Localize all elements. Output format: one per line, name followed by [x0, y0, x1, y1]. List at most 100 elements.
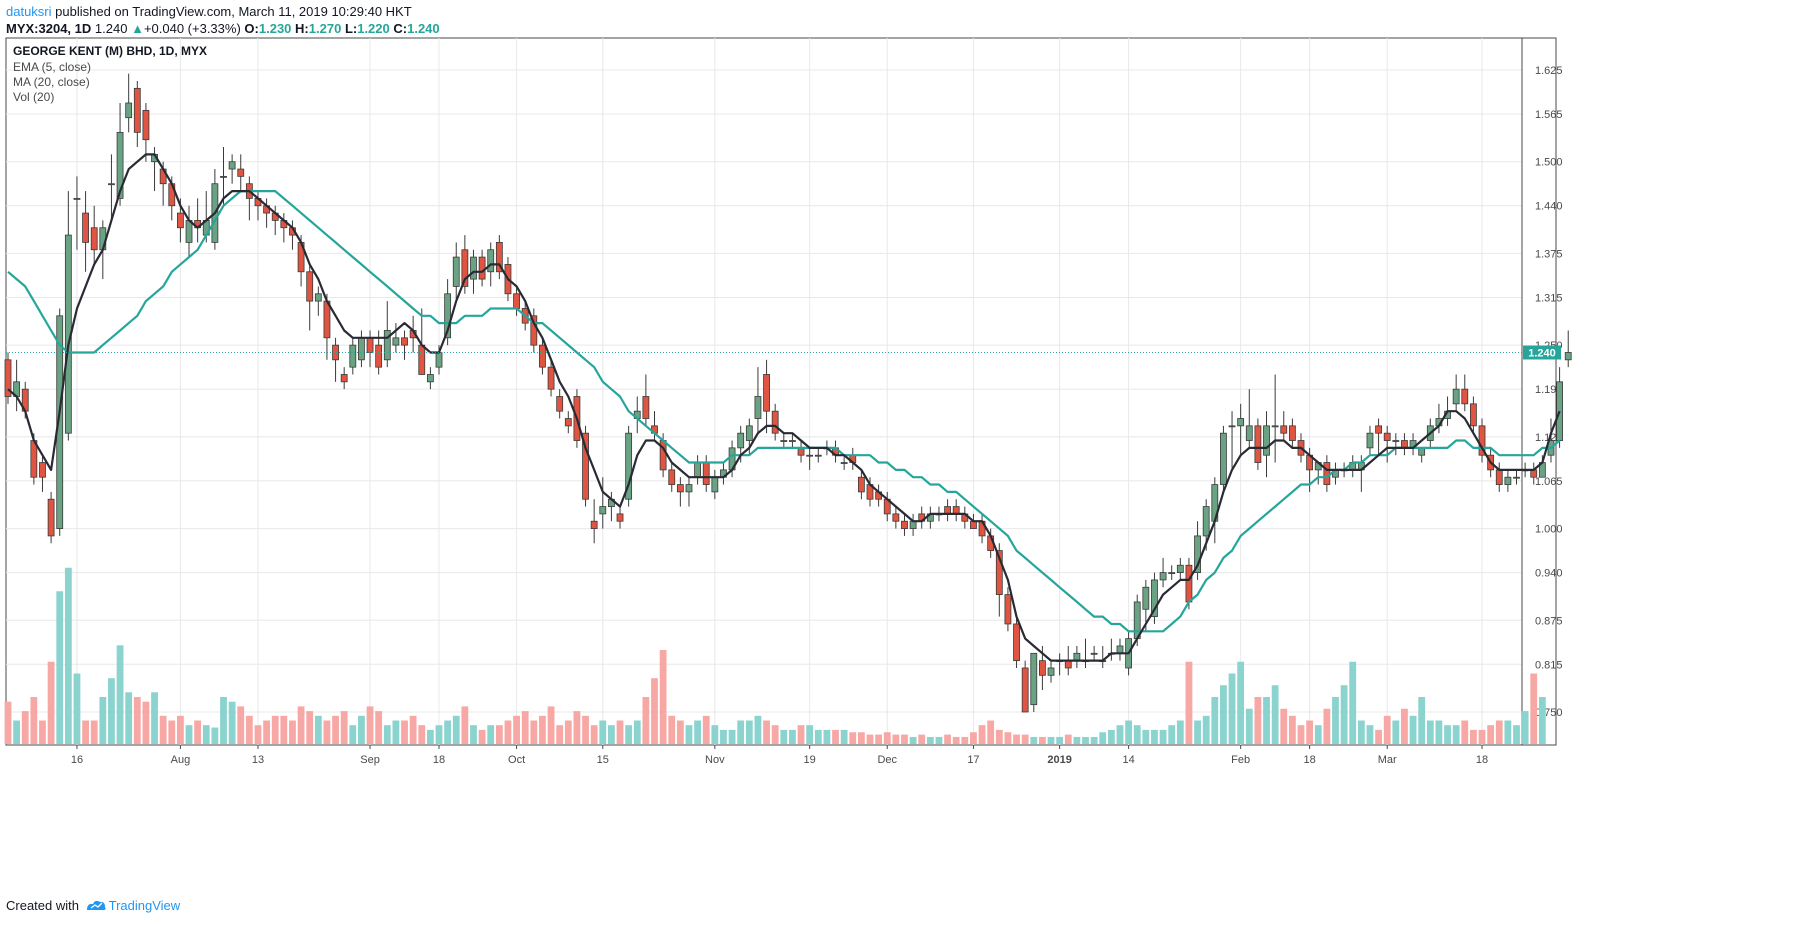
candle-body	[1228, 425, 1236, 428]
volume-bar	[1133, 725, 1141, 744]
volume-bar	[375, 711, 383, 744]
volume-bar	[771, 725, 779, 744]
candle-body	[1142, 586, 1150, 610]
candle-body	[340, 374, 348, 383]
candle-body	[944, 506, 951, 515]
volume-bar	[392, 720, 400, 744]
volume-bar	[918, 734, 926, 744]
volume-bar	[1349, 661, 1357, 744]
candle-body	[444, 293, 452, 339]
volume-bar	[1245, 708, 1253, 744]
volume-bar	[39, 720, 46, 744]
candle-body	[435, 352, 443, 368]
volume-bar	[116, 645, 124, 744]
volume-bar	[125, 692, 133, 744]
candle-body	[56, 315, 64, 529]
candle-body	[228, 161, 236, 170]
volume-bar	[1504, 720, 1512, 744]
volume-bar	[21, 711, 29, 744]
symbol-line: MYX:3204, 1D	[6, 21, 92, 36]
volume-bar	[1013, 734, 1020, 744]
volume-bar	[935, 736, 943, 744]
candle-body	[1185, 564, 1193, 603]
candle-body	[564, 418, 572, 427]
volume-bar	[875, 734, 883, 744]
volume-bar	[547, 706, 555, 744]
volume-bar	[47, 661, 55, 744]
candle-body	[547, 366, 555, 390]
candle-body	[1556, 381, 1563, 441]
legend-entry: MA (20, close)	[13, 75, 90, 89]
ohlc-status-line: MYX:3204, 1D 1.240 ▲+0.040 (+3.33%) O:1.…	[6, 21, 440, 37]
volume-bar	[99, 697, 107, 744]
volume-bar	[254, 725, 262, 744]
candle-body	[702, 462, 710, 485]
candle-body	[1375, 425, 1382, 434]
volume-bar	[1383, 715, 1391, 744]
volume-bar	[56, 591, 64, 744]
candle-body	[840, 462, 848, 464]
volume-bar	[840, 729, 848, 744]
candle-body	[1513, 476, 1520, 479]
volume-bar	[1538, 697, 1546, 744]
volume-bar	[332, 715, 339, 744]
volume-bar	[1056, 736, 1064, 744]
author-name[interactable]: datuksri	[6, 4, 52, 19]
volume-bar	[349, 725, 357, 744]
open-value: 1.230	[258, 21, 292, 36]
footer: Created with TradingView	[6, 898, 180, 914]
candle-body	[909, 520, 917, 529]
volume-bar	[608, 725, 615, 744]
volume-bar	[401, 720, 408, 744]
ma-20-line	[7, 190, 1561, 633]
volume-bar	[1202, 715, 1210, 744]
volume-bar	[1254, 697, 1262, 744]
candle-body	[47, 498, 55, 537]
candle-body	[1383, 432, 1391, 441]
volume-bar	[1392, 720, 1400, 744]
x-tick-label: 19	[804, 754, 816, 766]
volume-bar	[435, 725, 443, 744]
chart-frame	[5, 37, 1557, 746]
x-tick-label: 13	[252, 754, 264, 766]
candle-body	[1064, 660, 1072, 669]
candle-body	[1564, 352, 1572, 361]
candle-body	[970, 520, 977, 529]
publish-info: datuksri published on TradingView.com, M…	[6, 4, 412, 20]
published-text: published on TradingView.com, March 11, …	[55, 4, 412, 19]
volume-bar	[952, 736, 960, 744]
candle-body	[530, 315, 538, 346]
candle-body	[1254, 425, 1262, 463]
candle-body	[1245, 425, 1253, 441]
tradingview-brand[interactable]: TradingView	[108, 898, 181, 913]
volume-bar	[651, 678, 658, 744]
candle-body	[418, 344, 426, 375]
volume-bar	[745, 720, 753, 744]
candle-body	[39, 462, 46, 478]
volume-bar	[556, 725, 564, 744]
volume-bar	[64, 567, 72, 744]
volume-bar	[909, 736, 917, 744]
candle-body	[1202, 506, 1210, 537]
candle-body	[426, 374, 434, 383]
candle-body	[1401, 440, 1408, 449]
candle-body	[685, 484, 693, 493]
low-value: 1.220	[357, 21, 390, 36]
volume-bar	[461, 706, 469, 744]
candle-body	[539, 344, 546, 368]
volume-bar	[1021, 734, 1029, 744]
volume-bar	[970, 732, 977, 744]
volume-bar	[504, 720, 512, 744]
volume-bar	[582, 715, 589, 744]
candle-body	[616, 513, 624, 522]
volume-bar	[685, 725, 693, 744]
candle-body	[892, 513, 900, 522]
volume-bar	[280, 715, 288, 744]
candle-body	[1504, 476, 1512, 485]
volume-bar	[1211, 697, 1219, 744]
volume-bar	[1357, 720, 1365, 744]
x-tick-label: Sep	[360, 754, 380, 766]
candle-body	[358, 337, 365, 361]
high-label: H:	[295, 21, 309, 36]
